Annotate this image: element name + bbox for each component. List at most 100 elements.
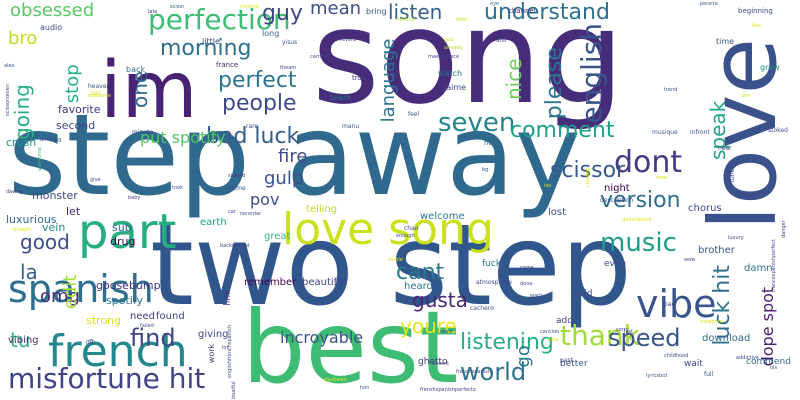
word-someone: someone	[88, 93, 111, 99]
word-chorus: chorus	[688, 203, 722, 214]
word-la: la	[20, 260, 38, 284]
word-scissorseven: scissorseven	[5, 84, 11, 116]
word-team: team	[330, 93, 351, 102]
word-download: download	[702, 333, 751, 344]
word-love-song: love song	[282, 204, 494, 255]
word-rare: rare	[246, 123, 259, 130]
word-still: still	[496, 37, 507, 44]
word-addictive: addictive	[736, 355, 759, 361]
word-poeple: poeple	[738, 191, 759, 198]
word-manu: manu	[342, 123, 360, 130]
word-lot: lot	[222, 345, 229, 351]
word-scisor: scisor	[170, 4, 185, 10]
word-last: last	[624, 329, 634, 335]
word-eye: eye	[490, 1, 500, 7]
word-perfection: perfection	[148, 3, 291, 36]
word-channel: channel	[508, 7, 536, 15]
word-find: find	[130, 324, 176, 352]
word-frenshspanish: frenshspanish	[456, 369, 491, 375]
word-carried: carried	[310, 54, 328, 60]
word-night: night	[604, 183, 630, 194]
word-add: add	[556, 316, 573, 326]
word-remember: remember	[244, 277, 297, 288]
word-lyricsbut: lyricsbut	[646, 373, 668, 379]
word-masterpiece: masterpiece	[428, 54, 460, 60]
word-doesnt: doesnt	[432, 361, 450, 367]
word-alex: alex	[4, 63, 15, 69]
word-reverb: reverb	[340, 37, 357, 43]
word-recordar: recordar	[240, 211, 262, 217]
word-music: music	[600, 228, 677, 258]
word-gusta: gusta	[412, 288, 468, 312]
word-earth: earth	[200, 217, 227, 228]
word-misfortune-hit: misfortune hit	[8, 362, 206, 395]
word-dft: dft	[86, 339, 95, 346]
word-obsessed: obsessed	[10, 0, 95, 21]
word-damnspeed: damnspeed	[622, 217, 652, 223]
word-gyubwan: gyubwan	[324, 377, 347, 383]
word-language: language	[378, 38, 399, 123]
word-go: go	[513, 345, 534, 368]
word-iso: iso	[544, 183, 552, 189]
word-commend: commend	[746, 357, 791, 367]
word-grew: grew	[760, 63, 780, 72]
word-coment: coment	[240, 4, 259, 10]
word-omg: omg	[40, 286, 80, 307]
word-great: great	[264, 231, 291, 242]
word-am: am	[742, 93, 750, 99]
word-world: world	[460, 358, 527, 386]
word-pov: pov	[250, 190, 280, 209]
word-good: good	[20, 230, 70, 254]
word-enough: enough	[396, 233, 415, 239]
word-giving: giving	[198, 329, 229, 340]
word-little: little	[202, 37, 220, 46]
word-english: english	[575, 22, 608, 124]
word-wow: wow	[656, 175, 668, 181]
word-car: car	[228, 209, 236, 215]
word-nice: nice	[502, 58, 526, 100]
word-part: part	[78, 204, 177, 260]
word-best: best	[242, 289, 459, 400]
word-wait: wait	[684, 359, 703, 369]
word-spanish: spanish	[8, 267, 154, 311]
word-fire: fire	[278, 146, 308, 167]
word-heard: heard	[404, 281, 433, 292]
word-feel: feel	[408, 111, 420, 118]
word-thank: thank	[560, 319, 640, 352]
word-goosebump: goosebump	[96, 279, 161, 292]
word-one: one	[128, 70, 152, 108]
word-awesome: awesome	[37, 147, 43, 171]
word-stoked: stoked	[768, 127, 788, 134]
word-watch: watch	[438, 69, 463, 78]
word-vibing: vibing	[8, 335, 39, 346]
word-done: done	[520, 281, 533, 287]
word-beautiful: beautiful	[302, 277, 347, 288]
word-perfect: perfect	[218, 68, 297, 93]
word-childhood: childhood	[664, 353, 689, 359]
word-pereira: pereira	[700, 1, 718, 7]
word-speed: speed	[608, 324, 681, 352]
word-theam: theam	[280, 65, 297, 71]
word-scissor: scissor	[550, 158, 626, 183]
word-francespanishperfect: francespanishperfect	[771, 239, 777, 292]
word-beatful: beatful	[231, 381, 237, 399]
word-step-away: step away	[8, 91, 582, 221]
word-failed: failed	[140, 323, 154, 329]
word-straight: straight	[12, 227, 32, 233]
word-dftme: dftme	[228, 185, 246, 192]
word-came: came	[520, 265, 534, 271]
word-song: song	[312, 0, 625, 133]
word-gulp: gulp	[264, 168, 304, 189]
word-sub: sub	[112, 221, 132, 234]
word-listen: listen	[388, 0, 443, 24]
word-tune: tune	[729, 168, 736, 183]
word-lost: lost	[548, 207, 567, 218]
word-already: already	[444, 45, 463, 51]
word-second: second	[56, 119, 96, 132]
word-going: going	[10, 84, 34, 140]
word-description: description	[600, 197, 634, 204]
word-esta: esta	[548, 337, 559, 343]
word-heaven: heaven	[88, 83, 111, 90]
word-hour: hour	[484, 139, 501, 147]
